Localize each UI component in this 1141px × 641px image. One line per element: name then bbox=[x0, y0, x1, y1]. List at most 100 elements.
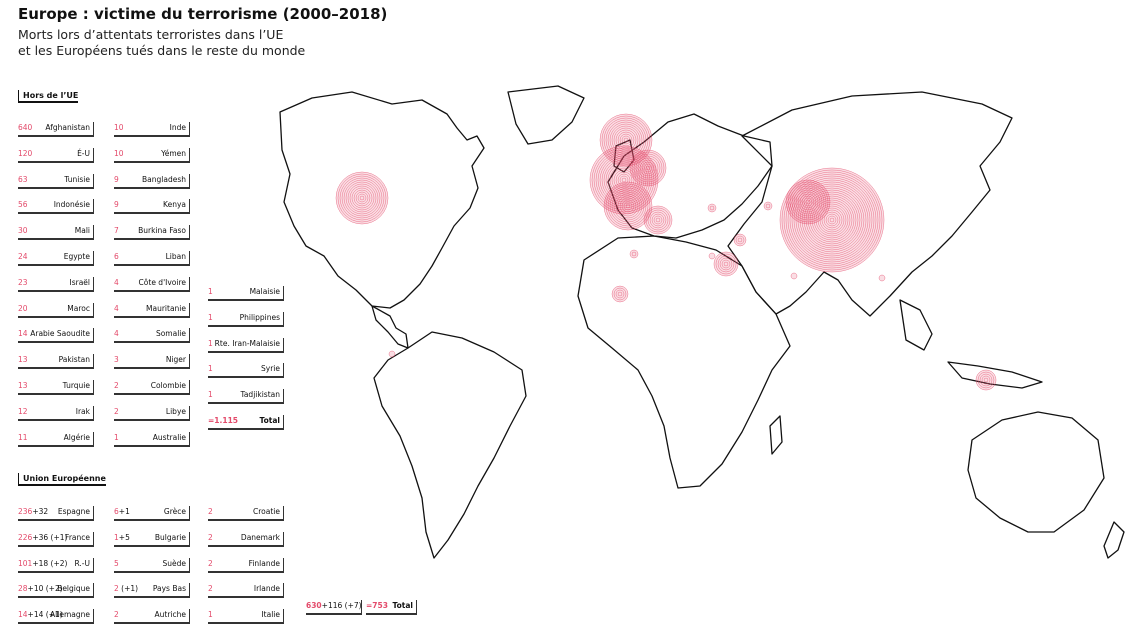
country-row: 63 Tunisie bbox=[18, 173, 94, 189]
subtitle-line-2: et les Européens tués dans le reste du m… bbox=[18, 43, 306, 58]
death-count-value: 13 bbox=[18, 355, 28, 365]
death-count-value: 11 bbox=[18, 432, 28, 442]
country-row: 13 Pakistan bbox=[18, 354, 94, 370]
death-count-value: 2 bbox=[208, 558, 213, 568]
death-count: 7 bbox=[114, 225, 119, 236]
death-count-extra: +116 (+7) bbox=[321, 601, 362, 610]
country-row: 3 Niger bbox=[114, 354, 190, 370]
eu-heading: Union Européenne bbox=[18, 473, 106, 486]
country-row: 1 Syrie bbox=[208, 363, 284, 379]
death-count: 1 bbox=[208, 286, 213, 297]
death-count: 4 bbox=[114, 303, 119, 314]
country-row: 2 Danemark bbox=[208, 531, 284, 547]
victim-circle bbox=[335, 171, 389, 225]
country-name: Arabie Saoudite bbox=[30, 329, 90, 339]
death-count: =753 bbox=[366, 600, 388, 611]
country-name: Colombie bbox=[150, 380, 186, 390]
country-name: É-U bbox=[77, 148, 90, 158]
death-count-value: 14 bbox=[18, 610, 28, 620]
death-count: 2 bbox=[208, 506, 213, 517]
death-count-value: 1 bbox=[208, 390, 213, 400]
country-name: Bangladesh bbox=[142, 174, 186, 184]
victim-circle bbox=[713, 251, 739, 277]
death-count-value: 9 bbox=[114, 200, 119, 210]
country-name: Indonésie bbox=[53, 200, 90, 210]
victim-circle bbox=[611, 285, 629, 303]
country-row: 2 Libye bbox=[114, 405, 190, 421]
country-name: France bbox=[65, 532, 90, 542]
death-count: 1 bbox=[208, 363, 213, 374]
country-row: 1 Rte. Iran-Malaisie bbox=[208, 337, 284, 353]
country-name: Bulgarie bbox=[154, 532, 186, 542]
death-count: 3 bbox=[114, 354, 119, 365]
country-row: 120 É-U bbox=[18, 147, 94, 163]
subtitle: Morts lors d’attentats terroristes dans … bbox=[18, 27, 305, 59]
country-row: 2 Irlande bbox=[208, 583, 284, 599]
death-count: 30 bbox=[18, 225, 28, 236]
new-zealand-outline bbox=[1103, 521, 1125, 559]
death-count: 1 bbox=[114, 432, 119, 443]
victim-circle bbox=[790, 272, 798, 280]
country-row: 14+14 (+1) Allemagne bbox=[18, 609, 94, 625]
north-america-outline bbox=[279, 91, 485, 309]
death-count: 1+5 bbox=[114, 532, 130, 543]
death-count-value: =1.115 bbox=[208, 415, 239, 425]
country-name: Kenya bbox=[163, 200, 186, 210]
country-name: Syrie bbox=[261, 364, 280, 374]
death-count-value: 1 bbox=[208, 338, 213, 348]
death-count: 630+116 (+7) bbox=[306, 600, 362, 611]
death-count-value: 10 bbox=[114, 123, 124, 132]
country-name: Grèce bbox=[163, 507, 186, 516]
death-count: 4 bbox=[114, 277, 119, 288]
death-count-value: 1 bbox=[208, 312, 213, 322]
victim-circle bbox=[878, 274, 886, 282]
death-count-value: 640 bbox=[18, 123, 33, 132]
greenland-outline bbox=[507, 85, 585, 145]
death-count: 2 bbox=[208, 558, 213, 569]
death-count-value: 2 bbox=[208, 507, 213, 516]
death-count-value: 1 bbox=[208, 287, 213, 296]
country-name: Espagne bbox=[57, 507, 90, 516]
country-name: Autriche bbox=[154, 610, 186, 620]
eu-column-2: 6+1 Grèce 1+5 Bulgarie 5 Suède 2 (+1) Pays Bas 2… bbox=[114, 506, 190, 635]
death-count-value: 2 bbox=[114, 610, 119, 620]
country-row: 236+32 Espagne bbox=[18, 506, 94, 521]
death-count-extra: +10 (+2) bbox=[27, 584, 63, 594]
country-row: 2 Finlande bbox=[208, 557, 284, 573]
country-row: 9 Kenya bbox=[114, 199, 190, 215]
country-row: 1 Malaisie bbox=[208, 286, 284, 301]
death-count: 2 (+1) bbox=[114, 583, 138, 594]
death-count: 28+10 (+2) bbox=[18, 583, 63, 594]
south-america-outline bbox=[373, 331, 527, 559]
death-count-value: 4 bbox=[114, 329, 119, 339]
country-name: Liban bbox=[165, 251, 186, 261]
victim-circle bbox=[707, 203, 717, 213]
country-name: Turquie bbox=[62, 380, 90, 390]
country-row: 1 Philippines bbox=[208, 311, 284, 327]
death-count-value: 5 bbox=[114, 558, 119, 568]
death-count-value: 6 bbox=[114, 507, 119, 516]
outside-eu-column-3: 1 Malaisie 1 Philippines 1 Rte. Iran-Malaisie… bbox=[208, 286, 284, 441]
death-count: 12 bbox=[18, 406, 28, 417]
death-count: 1 bbox=[208, 312, 213, 323]
subtitle-line-1: Morts lors d’attentats terroristes dans … bbox=[18, 27, 284, 42]
country-name: Mauritanie bbox=[146, 303, 186, 313]
country-row: 14 Arabie Saoudite bbox=[18, 328, 94, 344]
country-name: Israël bbox=[69, 277, 91, 287]
country-row: 2 Croatie bbox=[208, 506, 284, 521]
death-count-value: 3 bbox=[114, 355, 119, 365]
country-row: 1 Italie bbox=[208, 609, 284, 625]
victim-circle bbox=[388, 350, 396, 358]
central-america-outline bbox=[371, 305, 409, 349]
country-name: Rte. Iran-Malaisie bbox=[214, 338, 280, 348]
death-count: 5 bbox=[114, 558, 119, 569]
country-name: Total bbox=[259, 415, 281, 425]
victim-circle bbox=[733, 233, 747, 247]
southeast-asia-outline bbox=[899, 299, 933, 351]
death-count-value: 9 bbox=[114, 174, 119, 184]
country-name: Tadjikistan bbox=[240, 390, 281, 400]
death-count-value: 20 bbox=[18, 303, 28, 313]
outside-eu-heading: Hors de l’UE bbox=[18, 90, 79, 103]
victim-circles bbox=[335, 113, 997, 391]
death-count: 10 bbox=[114, 148, 124, 159]
